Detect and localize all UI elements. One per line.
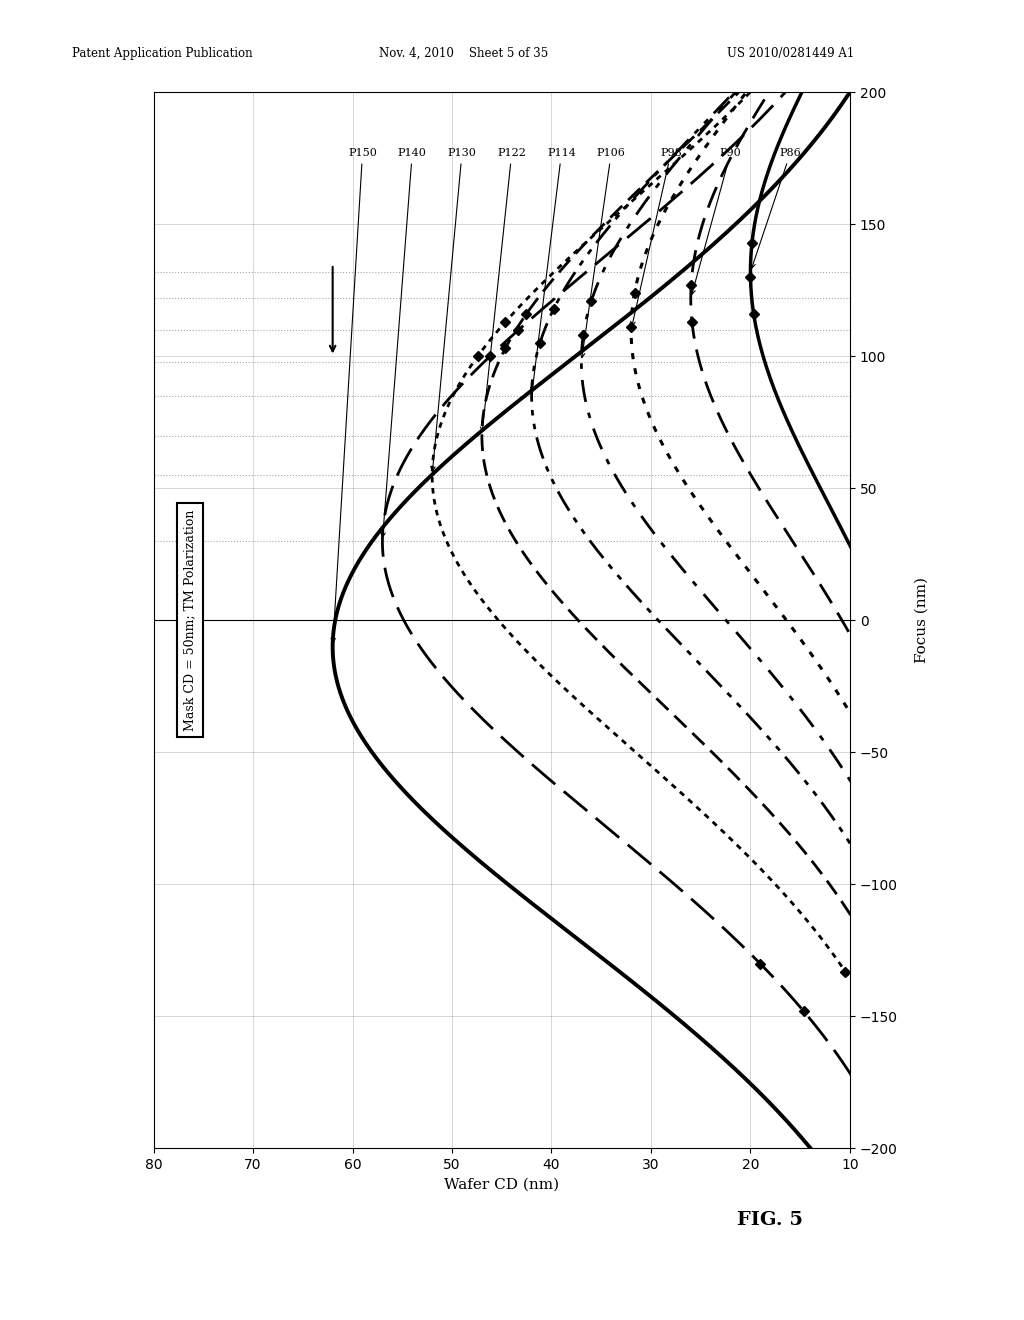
Text: Patent Application Publication: Patent Application Publication [72, 46, 252, 59]
Text: P90: P90 [691, 148, 741, 294]
Text: P150: P150 [331, 148, 377, 643]
Text: P140: P140 [381, 148, 427, 537]
Text: Mask CD = 50nm; TM Polarization: Mask CD = 50nm; TM Polarization [183, 510, 197, 731]
Text: P122: P122 [480, 148, 526, 432]
Y-axis label: Focus (nm): Focus (nm) [914, 577, 929, 664]
Text: P106: P106 [581, 148, 626, 358]
Text: P86: P86 [751, 148, 801, 268]
Text: US 2010/0281449 A1: US 2010/0281449 A1 [727, 46, 854, 59]
Text: P98: P98 [631, 148, 682, 326]
Text: P130: P130 [431, 148, 476, 471]
Text: P114: P114 [530, 148, 575, 392]
X-axis label: Wafer CD (nm): Wafer CD (nm) [444, 1177, 559, 1192]
Text: Nov. 4, 2010    Sheet 5 of 35: Nov. 4, 2010 Sheet 5 of 35 [379, 46, 548, 59]
Text: FIG. 5: FIG. 5 [737, 1210, 803, 1229]
